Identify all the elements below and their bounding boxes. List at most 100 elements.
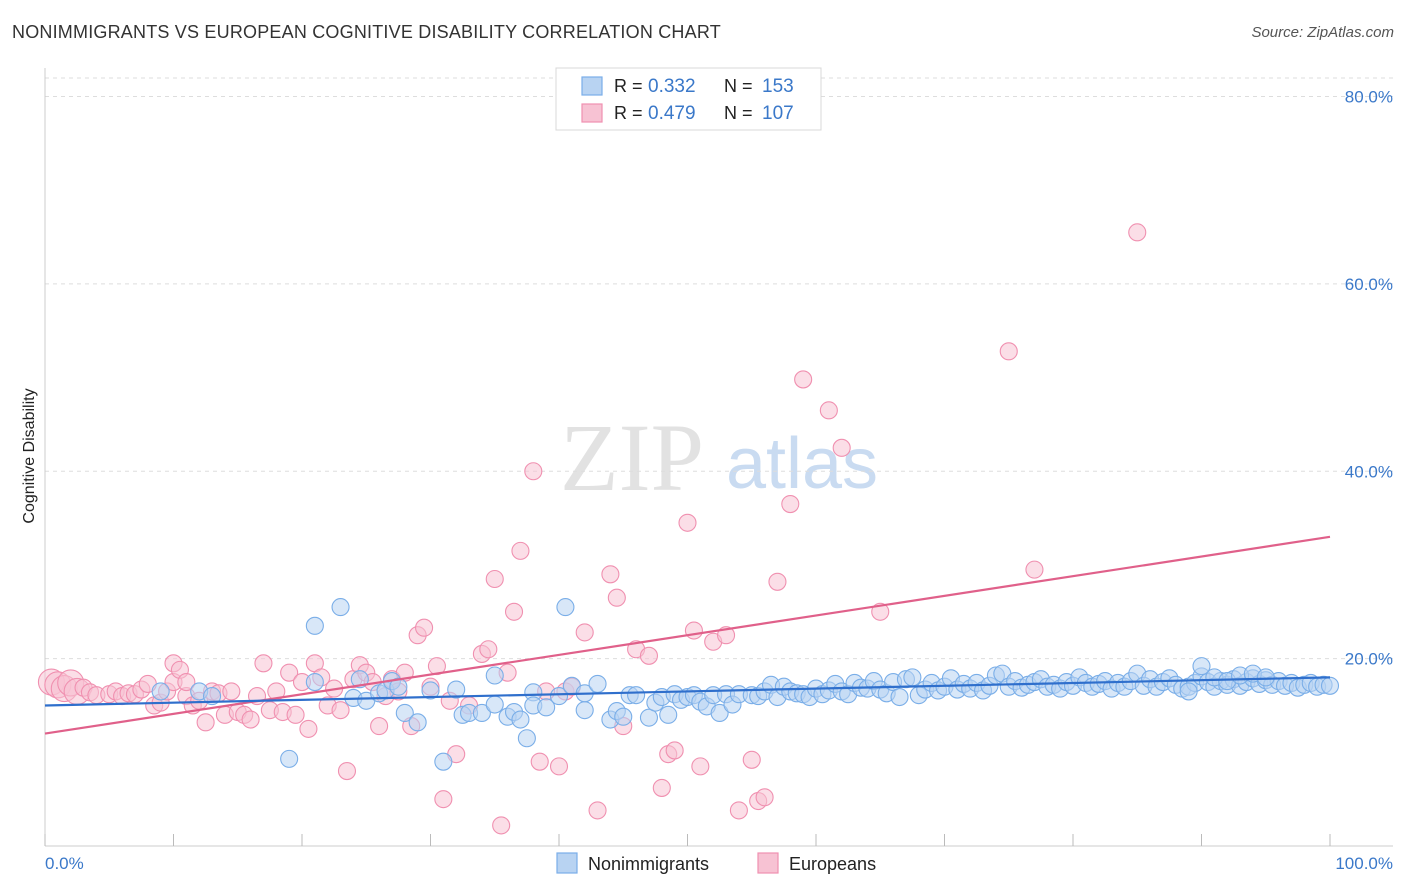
europeans-point bbox=[729, 801, 748, 820]
y-tick-label: 20.0% bbox=[1345, 650, 1393, 669]
europeans-point bbox=[607, 588, 626, 607]
nonimmigrants-point bbox=[350, 670, 369, 689]
stats-n-label-blue: N = bbox=[724, 76, 753, 96]
europeans-point bbox=[588, 801, 607, 820]
europeans-point bbox=[549, 757, 569, 776]
europeans-point bbox=[415, 618, 434, 637]
watermark-zip: ZIP bbox=[560, 404, 704, 511]
europeans-point bbox=[370, 717, 389, 736]
y-axis-label: Cognitive Disability bbox=[21, 388, 38, 523]
legend-swatch-nonimmigrants bbox=[556, 852, 578, 874]
europeans-point bbox=[601, 565, 620, 584]
europeans-point bbox=[331, 701, 350, 720]
europeans-point bbox=[530, 752, 549, 771]
nonimmigrants-point bbox=[151, 682, 170, 701]
x-tick-label-min: 0.0% bbox=[45, 854, 84, 873]
nonimmigrants-point bbox=[575, 701, 594, 720]
nonimmigrants-point bbox=[588, 674, 607, 693]
nonimmigrants-point bbox=[1179, 682, 1198, 701]
nonimmigrants-point bbox=[1320, 676, 1340, 695]
nonimmigrants-point bbox=[537, 698, 556, 717]
europeans-point bbox=[286, 705, 305, 724]
nonimmigrants-point bbox=[331, 598, 350, 617]
nonimmigrants-point bbox=[485, 695, 504, 714]
europeans-point bbox=[794, 370, 813, 389]
grid-lines bbox=[45, 77, 1393, 660]
europeans-point bbox=[254, 654, 273, 673]
nonimmigrants-point bbox=[903, 668, 922, 687]
europeans-point bbox=[511, 541, 530, 560]
europeans-point bbox=[691, 757, 710, 776]
europeans-point bbox=[755, 788, 774, 807]
europeans-point bbox=[678, 513, 697, 532]
nonimmigrants-point bbox=[421, 681, 440, 700]
europeans-point bbox=[196, 713, 215, 732]
y-tick-label: 40.0% bbox=[1345, 462, 1393, 481]
stats-r-value-blue: 0.332 bbox=[648, 76, 696, 97]
axes bbox=[44, 68, 1393, 847]
nonimmigrants-point bbox=[447, 680, 466, 699]
stats-r-label-blue: R = bbox=[614, 76, 643, 96]
nonimmigrants-point bbox=[614, 707, 633, 726]
europeans-point bbox=[524, 462, 543, 481]
nonimmigrants-point bbox=[710, 703, 729, 723]
nonimmigrants-point bbox=[305, 616, 324, 635]
stats-legend-swatch-pink bbox=[581, 103, 603, 123]
nonimmigrants-point bbox=[511, 710, 530, 729]
legend-swatch-europeans bbox=[757, 852, 779, 874]
stats-legend: R = 0.332 N = 153 R = 0.479 N = 107 bbox=[555, 67, 822, 131]
stats-legend-swatch-blue bbox=[581, 76, 603, 96]
y-tick-label: 80.0% bbox=[1345, 88, 1393, 107]
x-axis-ticks bbox=[44, 834, 1331, 846]
stats-r-label-pink: R = bbox=[614, 103, 643, 123]
nonimmigrants-point bbox=[549, 687, 569, 706]
legend-label-nonimmigrants: Nonimmigrants bbox=[588, 854, 709, 874]
watermark: ZIP atlas bbox=[560, 404, 878, 511]
europeans-point bbox=[241, 710, 260, 729]
europeans-point bbox=[665, 741, 684, 760]
europeans-point bbox=[652, 778, 671, 797]
stats-n-label-pink: N = bbox=[724, 103, 753, 123]
series-legend: Nonimmigrants Europeans bbox=[556, 852, 876, 874]
nonimmigrants-point bbox=[280, 749, 299, 768]
legend-label-europeans: Europeans bbox=[789, 854, 876, 874]
nonimmigrants-point bbox=[627, 686, 646, 705]
nonimmigrants-point bbox=[659, 705, 678, 724]
europeans-point bbox=[280, 663, 299, 682]
europeans-point bbox=[479, 640, 498, 659]
stats-n-value-blue: 153 bbox=[762, 76, 794, 97]
nonimmigrants-point bbox=[517, 729, 536, 748]
europeans-point bbox=[639, 646, 659, 665]
nonimmigrants-point bbox=[389, 677, 408, 696]
nonimmigrants-point bbox=[890, 687, 909, 707]
nonimmigrants-point bbox=[408, 713, 427, 732]
europeans-point bbox=[768, 572, 787, 591]
europeans-point bbox=[337, 761, 357, 781]
nonimmigrants-point bbox=[639, 708, 659, 727]
nonimmigrants-point bbox=[305, 672, 324, 692]
nonimmigrants-trend-line bbox=[44, 676, 1331, 707]
europeans-point bbox=[299, 719, 318, 738]
europeans-point bbox=[434, 790, 453, 809]
europeans-point bbox=[819, 401, 838, 420]
y-tick-labels: 20.0% 40.0% 60.0% 80.0% bbox=[1345, 88, 1393, 669]
europeans-points bbox=[37, 223, 1147, 835]
nonimmigrants-point bbox=[485, 666, 504, 685]
nonimmigrants-point bbox=[395, 703, 414, 723]
nonimmigrants-point bbox=[472, 703, 491, 723]
europeans-point bbox=[871, 602, 890, 621]
europeans-point bbox=[492, 816, 511, 835]
europeans-point bbox=[742, 750, 761, 769]
nonimmigrants-point bbox=[556, 598, 575, 617]
europeans-point bbox=[575, 623, 594, 642]
europeans-point bbox=[999, 342, 1018, 361]
europeans-point bbox=[222, 682, 241, 701]
europeans-point bbox=[485, 569, 504, 589]
trend-lines bbox=[44, 535, 1331, 735]
stats-n-value-pink: 107 bbox=[762, 103, 794, 124]
nonimmigrants-point bbox=[1192, 657, 1211, 676]
europeans-point bbox=[1128, 223, 1147, 242]
x-tick-label-max: 100.0% bbox=[1335, 854, 1393, 873]
europeans-point bbox=[504, 602, 524, 621]
